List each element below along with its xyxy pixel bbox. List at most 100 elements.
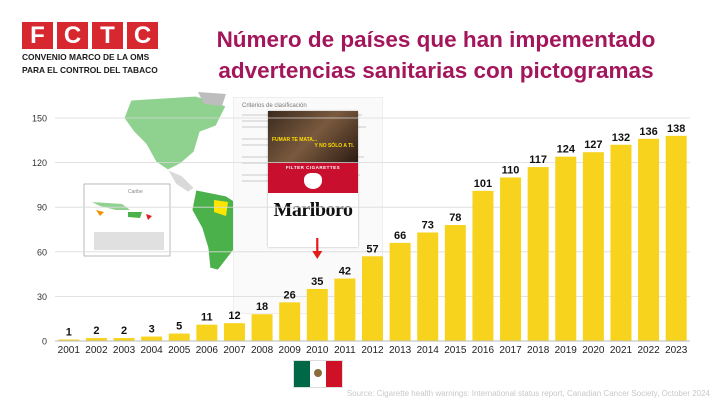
island-orange-shape	[96, 210, 104, 216]
source-note: Source: Cigarette health warnings: Inter…	[346, 389, 710, 398]
x-tick-label-2002: 2002	[85, 345, 108, 356]
bar-2008	[251, 314, 273, 341]
bar-2011	[334, 278, 356, 341]
x-tick-label-2019: 2019	[555, 345, 578, 356]
flag-red-stripe	[326, 361, 342, 387]
bar-2002	[85, 338, 107, 341]
x-tick-label-2005: 2005	[168, 345, 191, 356]
data-label-2005: 5	[176, 321, 182, 333]
pack-brand-label: Marlboro	[273, 199, 353, 221]
bar-2003	[113, 338, 135, 341]
chart-title-line1: Número de países que han impementado	[216, 27, 656, 52]
x-tick-label-2017: 2017	[499, 345, 522, 356]
data-label-2019: 124	[557, 144, 576, 156]
data-label-2009: 26	[284, 289, 296, 301]
bar-2007	[223, 323, 245, 341]
mainland-strip	[94, 232, 164, 250]
americas-map-image: Caribe	[83, 92, 249, 271]
data-label-2020: 127	[584, 139, 602, 151]
data-label-2015: 78	[449, 212, 461, 224]
mexico-flag-icon	[293, 360, 343, 388]
data-label-2022: 136	[639, 126, 657, 138]
bar-2009	[279, 302, 301, 341]
flag-emblem-icon	[314, 369, 322, 377]
x-tick-label-2007: 2007	[223, 345, 246, 356]
x-tick-label-2006: 2006	[196, 345, 219, 356]
data-label-2004: 3	[149, 324, 155, 336]
x-tick-label-2008: 2008	[251, 345, 274, 356]
x-tick-label-2022: 2022	[637, 345, 660, 356]
x-tick-label-2004: 2004	[141, 345, 164, 356]
x-tick-label-2023: 2023	[665, 345, 688, 356]
bar-2013	[389, 242, 411, 341]
arrow-head	[312, 251, 323, 259]
greenland-shape	[198, 92, 226, 106]
chart-bars	[58, 135, 687, 341]
bar-2014	[417, 232, 439, 341]
pack-warning-left: FUMAR TE MATA...	[272, 137, 318, 143]
bar-2018	[527, 167, 549, 341]
x-tick-label-2010: 2010	[306, 345, 329, 356]
x-tick-label-2015: 2015	[444, 345, 467, 356]
x-tick-label-2011: 2011	[334, 345, 356, 356]
bar-2020	[582, 152, 604, 341]
logo-letter-f: F	[22, 22, 53, 49]
data-label-2018: 117	[529, 154, 547, 166]
cuba-shape	[92, 202, 130, 210]
data-label-2001: 1	[66, 327, 72, 339]
data-label-2023: 138	[667, 123, 685, 135]
bar-2019	[555, 156, 577, 341]
x-axis: 2001 2002 2003 2004 2005 2006 2007 2008 2009 2010…	[55, 340, 690, 356]
flag-white-stripe	[310, 361, 326, 387]
x-tick-label-2020: 2020	[582, 345, 605, 356]
x-tick-label-2012: 2012	[361, 345, 384, 356]
data-label-2002: 2	[93, 325, 99, 337]
x-tick-label-2016: 2016	[472, 345, 495, 356]
fctc-logo-letters: F C T C	[22, 22, 164, 49]
hispaniola-shape	[128, 212, 142, 218]
bar-2005	[168, 333, 190, 341]
y-axis: 0 30 60 90 120 150	[32, 114, 47, 347]
y-tick-label: 60	[37, 247, 47, 257]
highlight-country-shape	[214, 200, 228, 216]
bar-2017	[500, 177, 522, 341]
y-tick-label: 120	[32, 158, 47, 168]
x-tick-label-2009: 2009	[279, 345, 302, 356]
data-label-2014: 73	[422, 219, 434, 231]
data-label-2013: 66	[394, 230, 406, 242]
data-label-2017: 110	[502, 164, 520, 176]
central-america-shape	[167, 169, 195, 193]
logo-letter-c2: C	[127, 22, 158, 49]
pack-warning-right: Y NO SÓLO A TI.	[314, 143, 354, 149]
pack-warning-text: FUMAR TE MATA... Y NO SÓLO A TI.	[272, 137, 354, 149]
report-heading: Criterios de clasificación	[242, 103, 307, 109]
logo-subtitle-line2: PARA EL CONTROL DEL TABACO	[22, 65, 158, 75]
y-tick-label: 150	[32, 114, 47, 124]
x-tick-label-2001: 2001	[58, 345, 81, 356]
bar-2006	[196, 324, 218, 341]
logo-letter-c: C	[57, 22, 88, 49]
flag-green-stripe	[294, 361, 310, 387]
x-tick-label-2021: 2021	[610, 345, 633, 356]
y-tick-label: 30	[37, 292, 47, 302]
logo-subtitle-line1: CONVENIO MARCO DE LA OMS	[22, 52, 150, 62]
fctc-logo: F C T C CONVENIO MARCO DE LA OMS PARA EL…	[22, 22, 164, 75]
y-tick-label: 90	[37, 203, 47, 213]
data-label-2011: 42	[339, 266, 351, 278]
logo-letter-t: T	[92, 22, 123, 49]
data-label-2007: 12	[228, 310, 240, 322]
x-tick-label-2018: 2018	[527, 345, 550, 356]
down-arrow-icon	[312, 238, 323, 259]
bar-2010	[306, 288, 328, 341]
bar-2015	[444, 225, 466, 341]
north-america-shape	[123, 95, 227, 171]
pack-filter-label: FILTER CIGARETTES	[285, 165, 341, 170]
bar-2022	[638, 138, 660, 341]
island-red-shape	[146, 214, 152, 220]
data-label-2012: 57	[366, 243, 378, 255]
bar-2021	[610, 144, 632, 341]
bar-2001	[58, 339, 80, 341]
data-label-2010: 35	[311, 276, 323, 288]
